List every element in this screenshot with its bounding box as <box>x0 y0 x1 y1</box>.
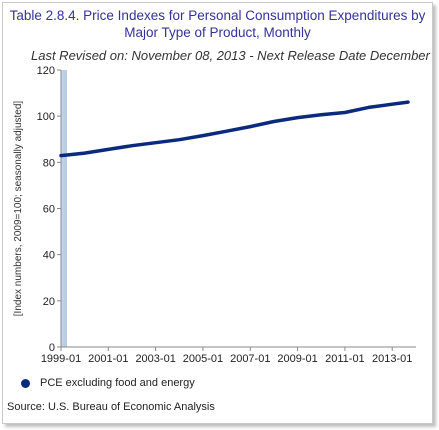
chart-title-line-1: Table 2.8.4. Price Indexes for Personal … <box>9 8 426 23</box>
y-tick-label: 60 <box>43 204 55 216</box>
y-tick-label: 120 <box>37 65 55 77</box>
y-tick-label: 100 <box>37 111 55 123</box>
source-note: Source: U.S. Bureau of Economic Analysis <box>7 401 215 413</box>
x-tick-label: 2009-01 <box>277 353 317 365</box>
x-tick-label: 2003-01 <box>135 353 175 365</box>
chart-frame: Table 2.8.4. Price Indexes for Personal … <box>2 2 433 424</box>
x-tick-label: 2013-01 <box>372 353 412 365</box>
chart-subtitle: Last Revised on: November 08, 2013 - Nex… <box>31 48 430 63</box>
x-tick-label: 2005-01 <box>183 353 223 365</box>
y-tick-label: 40 <box>43 250 55 262</box>
plot-area: 0 20 40 60 80 100 120 1999-01 2001-01 2003-01 2005… <box>13 65 416 365</box>
y-tick-label: 0 <box>49 342 55 354</box>
x-tick-label: 2007-01 <box>230 353 270 365</box>
legend-marker <box>21 378 30 388</box>
y-tick-label: 80 <box>43 157 55 169</box>
x-tick-label: 2001-01 <box>88 353 128 365</box>
chart-title-line-2: Major Type of Product, Monthly <box>124 25 311 40</box>
x-tick-label: 1999-01 <box>41 353 81 365</box>
chart-title: Table 2.8.4. Price Indexes for Personal … <box>3 7 432 41</box>
y-axis-title: [Index numbers, 2009=100; seasonally adj… <box>13 101 24 317</box>
x-tick-label: 2011-01 <box>325 353 365 365</box>
y-tick-label: 20 <box>43 296 55 308</box>
y-axis-band <box>61 70 67 347</box>
series-line-0 <box>59 100 410 158</box>
legend-label: PCE excluding food and energy <box>40 377 195 389</box>
legend[interactable]: PCE excluding food and energy <box>21 374 195 392</box>
